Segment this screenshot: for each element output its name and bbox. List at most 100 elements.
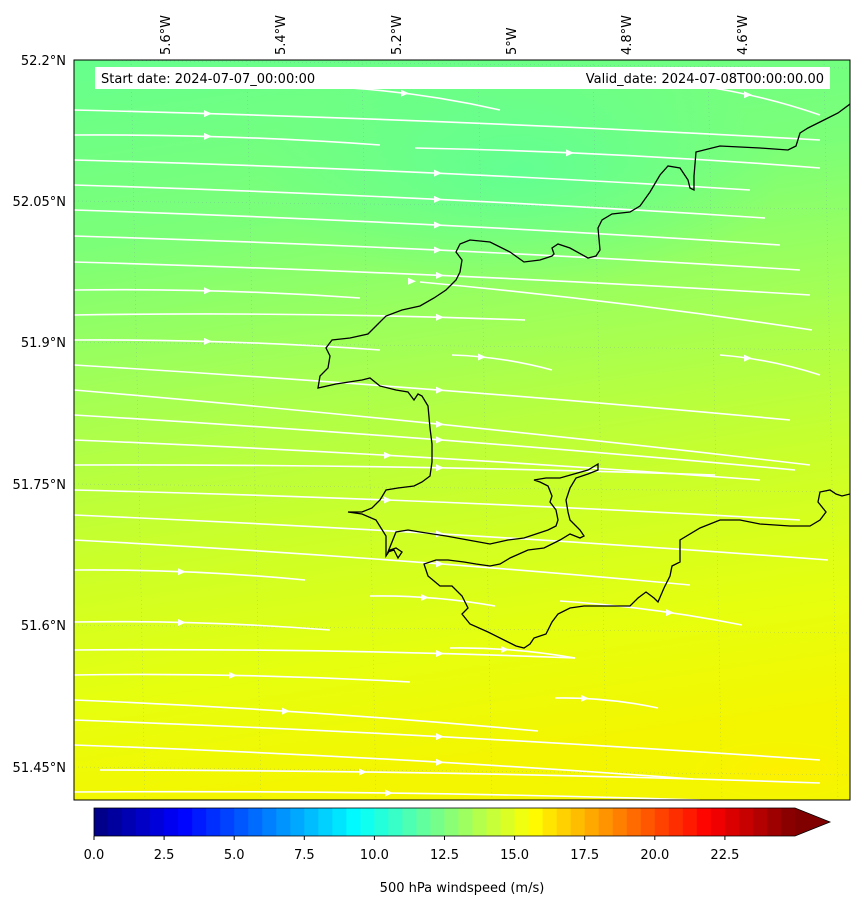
colorbar-bin: [640, 808, 656, 836]
colorbar-bin: [360, 808, 375, 836]
colorbar-bin: [290, 808, 305, 836]
colorbar-bin: [612, 808, 628, 836]
streamline: [74, 569, 306, 581]
colorbar-bin: [598, 808, 614, 836]
lon-label-5-4w: 5.4°W: [274, 15, 289, 55]
colorbar-bin: [752, 808, 768, 836]
start-date-label: Start date: 2024-07-07_00:00:00: [101, 72, 315, 87]
colorbar-bin: [696, 808, 712, 836]
streamline-arrow: [478, 353, 486, 361]
streamline-arrow: [434, 169, 442, 177]
streamline-arrow: [204, 110, 212, 118]
lat-label-51-6n: 51.6°N: [21, 619, 66, 634]
streamline-arrow: [436, 649, 444, 657]
streamline: [74, 414, 796, 471]
colorbar-bin: [374, 808, 390, 836]
colorbar-bin: [108, 808, 123, 836]
parallel-line: [74, 60, 850, 69]
streamline-arrow: [401, 89, 409, 97]
streamline: [74, 109, 821, 141]
streamline: [449, 647, 576, 659]
streamline: [349, 87, 501, 111]
streamline: [74, 364, 791, 421]
colorbar-bin: [276, 808, 291, 836]
colorbar-bin: [724, 808, 740, 836]
streamline-arrow: [436, 420, 444, 428]
parallel-line: [74, 200, 850, 210]
colorbar-bin: [220, 808, 235, 836]
colorbar-bin: [500, 808, 516, 836]
streamline: [74, 288, 361, 299]
colorbar-bin: [626, 808, 642, 836]
streamline-arrow: [436, 313, 444, 321]
streamline-arrow: [434, 195, 442, 203]
meridian-line: [592, 60, 608, 800]
streamline-arrow: [384, 451, 392, 459]
colorbar-extend-arrow: [795, 808, 830, 836]
streamline-arrow: [178, 618, 186, 626]
streamline-arrow: [204, 132, 212, 140]
colorbar-tick-label: 12.5: [430, 848, 459, 863]
valid-date-label: Valid_date: 2024-07-08T00:00:00.00: [586, 72, 824, 87]
lon-label-5w: 5°W: [505, 27, 520, 55]
colorbar-bin: [430, 808, 446, 836]
colorbar-bin: [262, 808, 277, 836]
streamline-arrow: [434, 246, 442, 254]
streamline: [74, 209, 781, 246]
streamline: [414, 147, 821, 169]
streamline: [554, 697, 659, 709]
colorbar-bin: [654, 808, 670, 836]
colorbar-tick-label: 22.5: [710, 848, 739, 863]
coastline: [317, 103, 850, 649]
lat-label-51-75n: 51.75°N: [13, 478, 66, 493]
colorbar-bin: [472, 808, 488, 836]
high-speed-north-patch: [260, 60, 780, 290]
streamline-arrow: [204, 337, 212, 345]
meridian-line: [707, 60, 723, 800]
lon-label-5-2w: 5.2°W: [390, 15, 405, 55]
streamline: [559, 600, 743, 626]
colorbar-bin: [192, 808, 207, 836]
lat-label-51-45n: 51.45°N: [13, 761, 66, 776]
lat-label-52-2n: 52.2°N: [21, 54, 66, 69]
colorbar-tick-label: 20.0: [640, 848, 669, 863]
colorbar: 0.0 2.5 5.0 7.5 10.0 12.5 15.0 17.5 20.0 22.5 500…: [84, 807, 832, 896]
streamline-arrow: [436, 464, 444, 472]
lon-label-4-6w: 4.6°W: [736, 15, 751, 55]
colorbar-title: 500 hPa windspeed (m/s): [380, 881, 545, 896]
colorbar-bin: [94, 808, 109, 836]
streamline-arrow: [385, 789, 393, 797]
streamline-arrow: [359, 768, 367, 776]
colorbar-bin: [136, 808, 151, 836]
parallel-line: [74, 766, 850, 776]
colorbar-bin: [570, 808, 586, 836]
lat-label-51-9n: 51.9°N: [21, 336, 66, 351]
colorbar-tick-label: 5.0: [224, 848, 245, 863]
colorbar-bin: [556, 808, 572, 836]
colorbar-bin: [150, 808, 165, 836]
parallel-line: [74, 341, 850, 351]
colorbar-bin: [304, 808, 319, 836]
colorbar-bin: [234, 808, 249, 836]
streamline: [99, 769, 821, 784]
date-header: Start date: 2024-07-07_00:00:00 Valid_da…: [95, 67, 830, 89]
streamline: [74, 184, 766, 219]
high-speed-south-patch: [690, 740, 850, 800]
streamline-arrow: [436, 733, 444, 741]
colorbar-bin: [738, 808, 754, 836]
streamline-arrow: [581, 694, 589, 702]
streamline: [74, 719, 821, 761]
streamline: [74, 620, 331, 631]
streamline: [74, 648, 576, 659]
lon-label-4-8w: 4.8°W: [620, 15, 635, 55]
colorbar-outline: [93, 807, 832, 837]
streamline-arrow: [436, 530, 444, 538]
colorbar-bin: [542, 808, 558, 836]
parallel-line: [74, 483, 850, 493]
streamline-arrow: [229, 671, 237, 679]
colorbar-ticks: 0.0 2.5 5.0 7.5 10.0 12.5 15.0 17.5 20.0 22.5: [84, 836, 739, 863]
wind-streamlines: [74, 85, 829, 800]
streamline: [74, 339, 381, 351]
streamline: [74, 134, 381, 146]
